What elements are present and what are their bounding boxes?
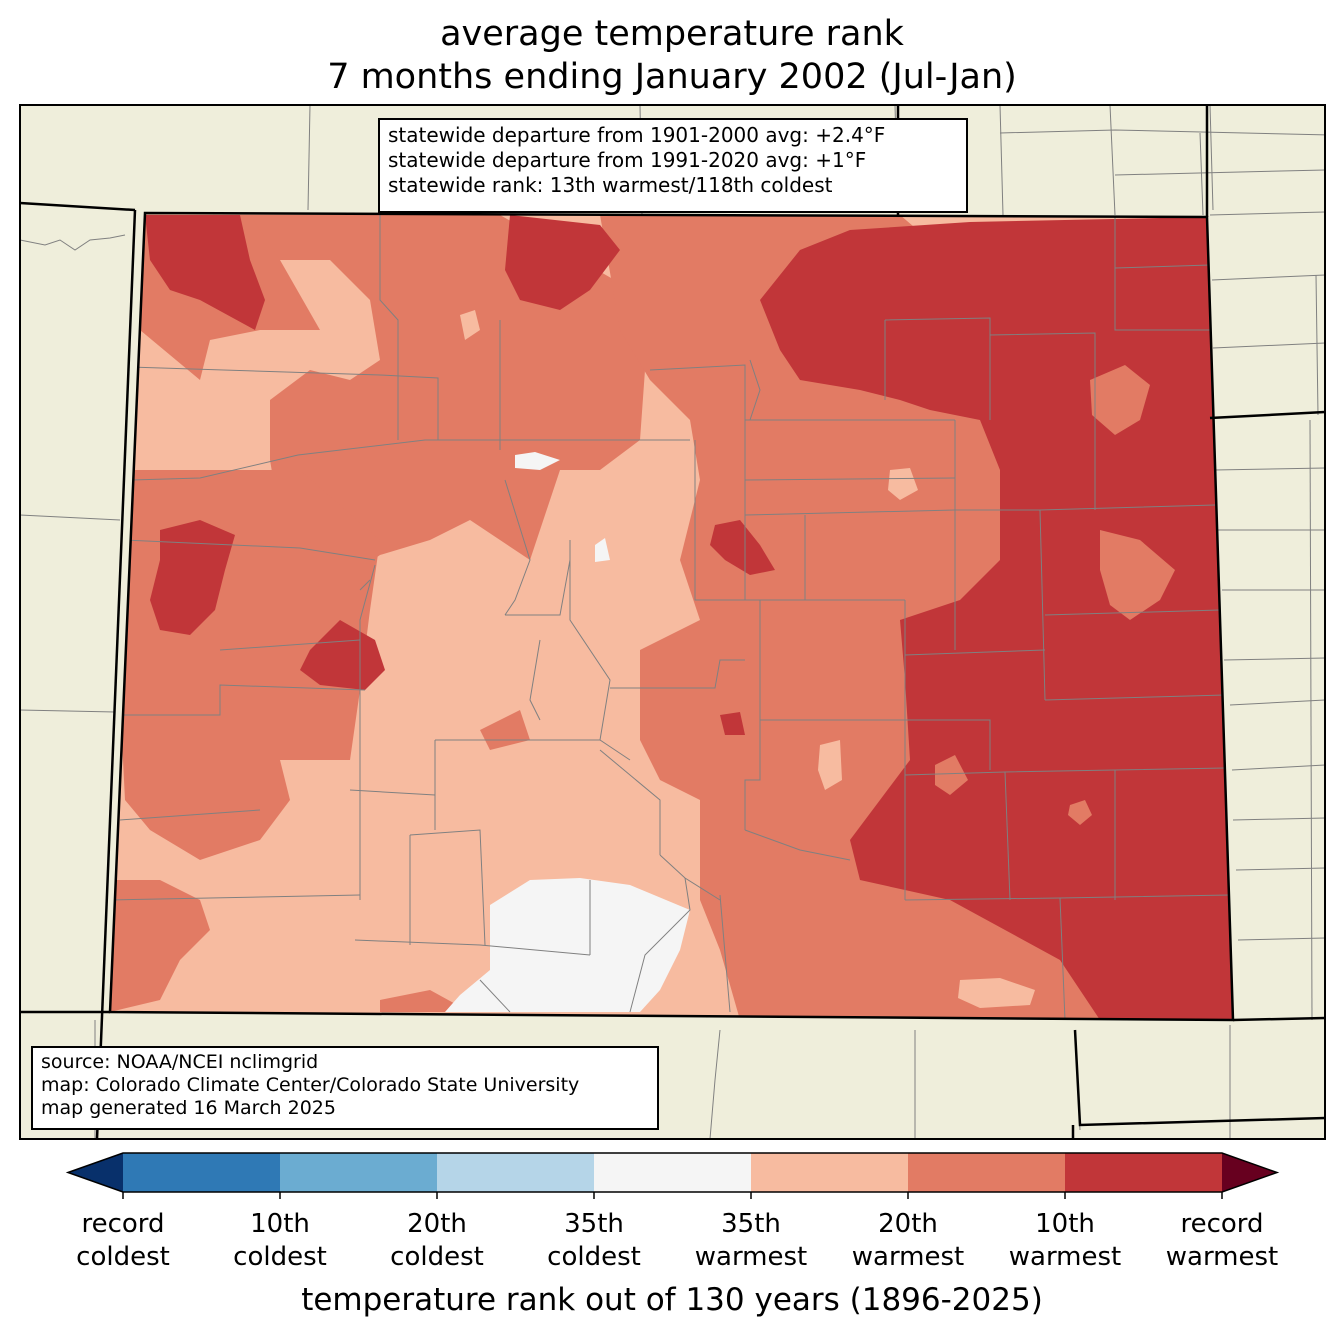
colorbar-tick-label-line2: coldest — [76, 1242, 170, 1272]
stats-rank: statewide rank: 13th warmest/118th colde… — [388, 173, 833, 197]
rank-20th-35th-warmest-area — [818, 740, 842, 790]
stats-departure-1991-2020: statewide departure from 1991-2020 avg: … — [388, 148, 867, 172]
colorbar-tick-label: 35th warmest — [676, 1208, 826, 1274]
rank-10th-20th-warmest-area — [110, 880, 210, 1012]
colorbar-tick-label: record warmest — [1147, 1208, 1297, 1274]
colorbar-tick-label-line1: record — [81, 1209, 165, 1239]
colorbar-bin — [280, 1153, 438, 1192]
map-title-line2: 7 months ending January 2002 (Jul-Jan) — [327, 57, 1017, 97]
colorbar-tick-label-line1: 35th — [564, 1209, 624, 1239]
colorado-county-lines — [110, 215, 1231, 1020]
colorbar-bin — [437, 1153, 595, 1192]
rank-20th-35th-warmest-area — [888, 468, 918, 500]
colorbar-tick-label-line2: coldest — [233, 1242, 327, 1272]
colorbar-tick-label-line2: coldest — [390, 1242, 484, 1272]
colorbar-tick-label-line2: warmest — [694, 1242, 808, 1272]
colorbar-tick-label-line1: record — [1180, 1209, 1264, 1239]
colorbar-tick-label: 10th coldest — [205, 1208, 355, 1274]
colorbar-tick-label: 35th coldest — [519, 1208, 669, 1274]
rank-10th-20th-warmest-area — [380, 990, 470, 1012]
stats-departure-1901-2000: statewide departure from 1901-2000 avg: … — [388, 123, 886, 147]
colorbar-tick-label-line2: coldest — [547, 1242, 641, 1272]
rank-top10-warmest-area — [150, 520, 235, 635]
colorbar-extend-warmest — [1222, 1153, 1277, 1192]
rank-near-normal-area — [515, 452, 560, 470]
credits-generated-date: map generated 16 March 2025 — [41, 1097, 336, 1119]
colorbar-bin — [123, 1153, 281, 1192]
colorbar-bin — [751, 1153, 909, 1192]
rank-top10-warmest-area — [505, 215, 620, 310]
rank-top10-warmest-area — [710, 520, 775, 575]
colorbar-extend-coldest — [68, 1153, 123, 1192]
rank-10th-20th-warmest-area — [1090, 365, 1150, 435]
colorbar-tick-label-line1: 20th — [407, 1209, 467, 1239]
colorbar-tick-label-line1: 10th — [250, 1209, 310, 1239]
colorbar-tick-label-line2: warmest — [1008, 1242, 1122, 1272]
colorbar-bin — [908, 1153, 1066, 1192]
credits-source: source: NOAA/NCEI nclimgrid — [41, 1051, 319, 1073]
colorbar-tick-label-line2: warmest — [851, 1242, 965, 1272]
colorbar-tick-label-line1: 35th — [721, 1209, 781, 1239]
colorbar — [65, 1152, 1280, 1199]
rank-20th-35th-warmest-area — [958, 978, 1035, 1008]
colorbar-tick-label-line2: warmest — [1165, 1242, 1279, 1272]
rank-10th-20th-warmest-area — [935, 755, 968, 795]
credits-map-author: map: Colorado Climate Center/Colorado St… — [41, 1074, 580, 1096]
rank-20th-35th-warmest-area — [460, 310, 480, 340]
rank-near-normal-area — [595, 538, 610, 562]
colorbar-bin — [1065, 1153, 1223, 1192]
colorbar-bin — [594, 1153, 752, 1192]
colorbar-tick-label: 10th warmest — [990, 1208, 1140, 1274]
colorbar-tick-label: record coldest — [48, 1208, 198, 1274]
map-frame — [19, 104, 1326, 1140]
credits-box: source: NOAA/NCEI nclimgrid map: Colorad… — [31, 1046, 659, 1130]
rank-10th-20th-warmest-area — [1068, 800, 1092, 825]
colorbar-tick-label: 20th coldest — [362, 1208, 512, 1274]
rank-top10-warmest-area — [145, 215, 265, 330]
rank-near-normal-area — [445, 878, 690, 1012]
rank-top10-warmest-area — [300, 620, 385, 690]
rank-top10-warmest-area — [720, 712, 745, 735]
colorbar-tick-label-line1: 20th — [878, 1209, 938, 1239]
colorbar-tick-label: 20th warmest — [833, 1208, 983, 1274]
rank-field — [110, 213, 1233, 1020]
colorbar-title: temperature rank out of 130 years (1896-… — [301, 1282, 1043, 1318]
colorbar-tick-label-line1: 10th — [1035, 1209, 1095, 1239]
rank-10th-20th-warmest-area — [1100, 530, 1175, 620]
statewide-stats-box: statewide departure from 1901-2000 avg: … — [378, 118, 968, 213]
map-title-line1: average temperature rank — [440, 14, 904, 54]
